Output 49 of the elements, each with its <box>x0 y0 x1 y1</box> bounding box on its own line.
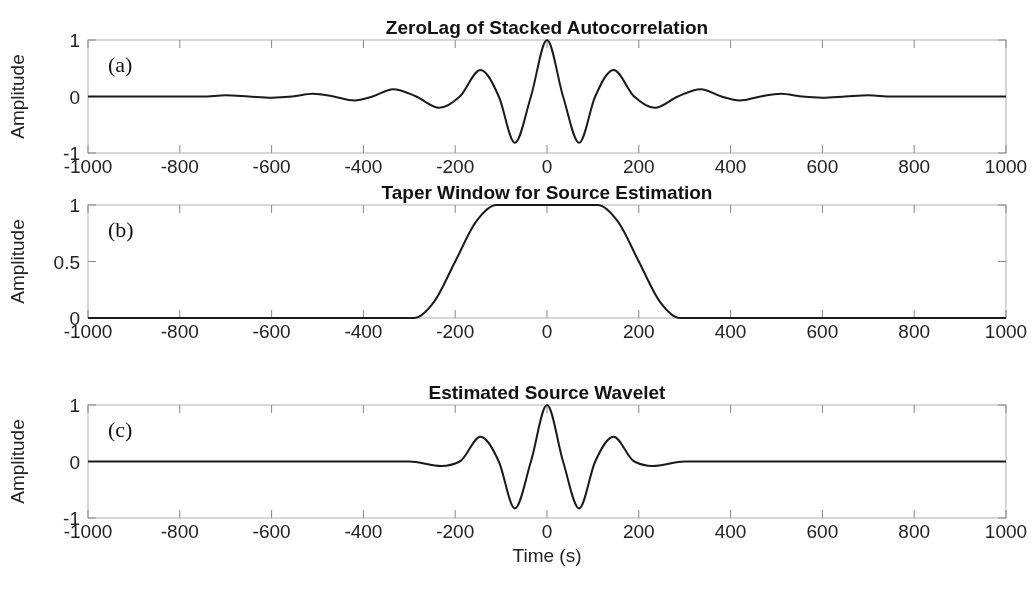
x-tick-label: -400 <box>344 156 383 177</box>
x-tick-label: -200 <box>436 321 475 342</box>
x-tick-label: 800 <box>898 521 931 542</box>
x-tick-label: 1000 <box>984 321 1028 342</box>
x-tick-label: 0 <box>541 521 553 542</box>
y-tick-label: 0 <box>69 451 80 473</box>
x-tick-label: 200 <box>622 321 655 342</box>
x-tick-label: 0 <box>541 156 553 177</box>
x-tick-label: 800 <box>898 156 931 177</box>
x-tick-label: 600 <box>806 321 839 342</box>
annotation: (a) <box>108 52 133 77</box>
y-tick-label: 1 <box>69 30 80 51</box>
x-tick-label: 0 <box>541 321 553 342</box>
x-tick-label: 400 <box>714 321 747 342</box>
x-tick-label: 1000 <box>984 521 1028 542</box>
x-tick-label: -600 <box>252 521 291 542</box>
y-tick-label: 1 <box>69 195 80 216</box>
annotation: (c) <box>108 417 133 442</box>
line-series <box>87 404 1007 510</box>
line-series <box>87 39 1007 144</box>
x-tick-label: -400 <box>344 521 383 542</box>
x-tick-label: -800 <box>160 321 199 342</box>
x-tick-label: 200 <box>622 521 655 542</box>
y-tick-label: 0.5 <box>53 251 80 273</box>
x-tick-label: 400 <box>714 156 747 177</box>
y-axis-title: Amplitude <box>7 54 28 139</box>
x-tick-label: -600 <box>252 321 291 342</box>
chart-title: Taper Window for Source Estimation <box>381 182 713 203</box>
x-tick-label: 600 <box>806 521 839 542</box>
x-tick-label: 1000 <box>984 156 1028 177</box>
chart-title: Estimated Source Wavelet <box>428 382 667 403</box>
x-tick-label: 800 <box>898 321 931 342</box>
line-series <box>87 204 1007 319</box>
x-tick-label: 400 <box>714 521 747 542</box>
y-tick-label: 1 <box>69 395 80 416</box>
y-tick-label: 0 <box>69 86 80 108</box>
y-axis-title: Amplitude <box>7 419 28 504</box>
chart-title: ZeroLag of Stacked Autocorrelation <box>385 17 709 38</box>
x-tick-label: -800 <box>160 521 199 542</box>
x-tick-label: 600 <box>806 156 839 177</box>
x-tick-label: -400 <box>344 321 383 342</box>
x-tick-label: -200 <box>436 156 475 177</box>
x-tick-label: -800 <box>160 156 199 177</box>
x-tick-label: -200 <box>436 521 475 542</box>
x-axis-title: Time (s) <box>512 545 582 566</box>
y-axis-title: Amplitude <box>7 219 28 304</box>
annotation: (b) <box>108 217 134 242</box>
x-tick-label: -600 <box>252 156 291 177</box>
x-tick-label: 200 <box>622 156 655 177</box>
